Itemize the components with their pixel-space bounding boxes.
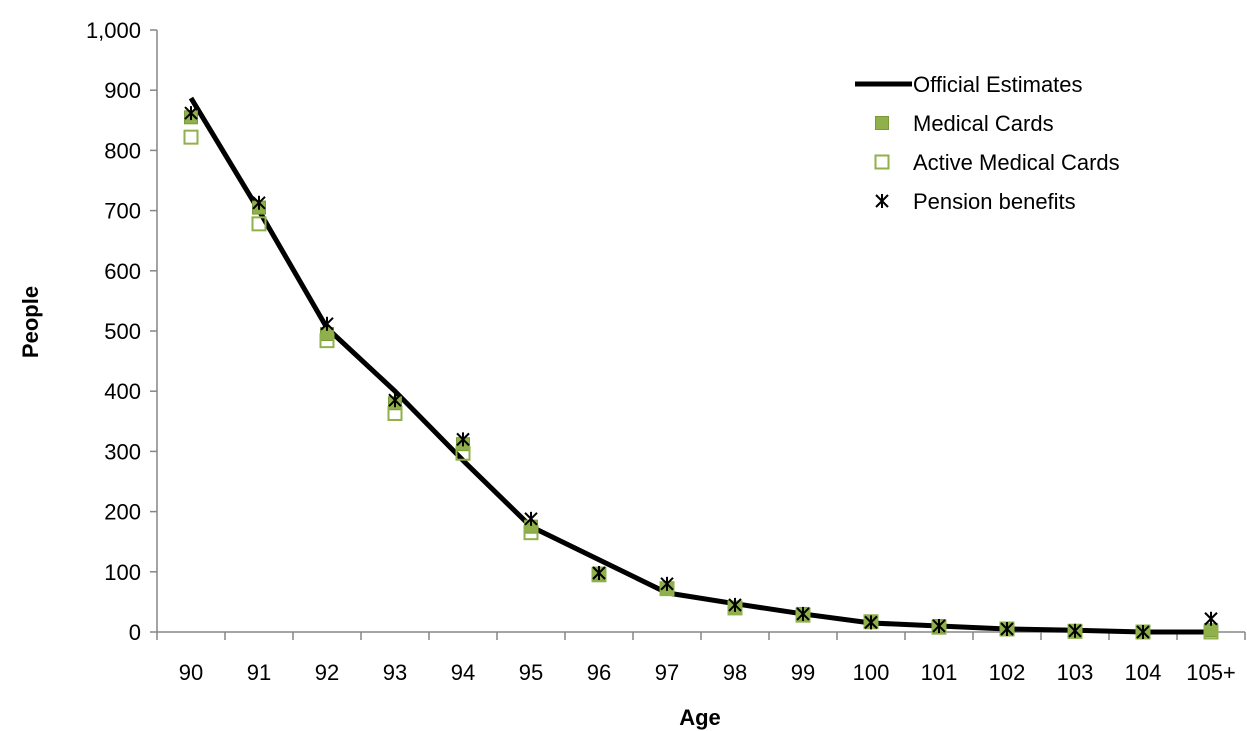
y-tick-label: 500 bbox=[104, 319, 141, 344]
x-tick-label: 100 bbox=[853, 660, 890, 685]
point-active-medical-cards bbox=[455, 445, 471, 461]
x-axis: 90 91 92 93 94 95 96 97 98 99 100 101 102 103 104 105+ bbox=[156, 631, 1246, 685]
point-pension-benefits bbox=[320, 316, 334, 331]
y-tick-label: 800 bbox=[104, 138, 141, 163]
x-tick-label: 101 bbox=[921, 660, 958, 685]
y-tick-label: 700 bbox=[104, 199, 141, 224]
x-tick-label: 97 bbox=[655, 660, 679, 685]
point-active-medical-cards bbox=[319, 333, 335, 349]
legend-swatch-pension-benefits bbox=[875, 194, 889, 208]
y-tick-label: 900 bbox=[104, 78, 141, 103]
point-pension-benefits bbox=[456, 432, 470, 447]
x-tick-label: 98 bbox=[723, 660, 747, 685]
x-tick-label: 92 bbox=[315, 660, 339, 685]
point-pension-benefits bbox=[1136, 625, 1150, 639]
point-pension-benefits bbox=[388, 393, 402, 408]
legend-swatch-active-medical-cards bbox=[874, 154, 890, 170]
point-pension-benefits bbox=[1204, 611, 1218, 626]
x-tick-label: 102 bbox=[989, 660, 1026, 685]
legend-swatch-medical-cards bbox=[875, 116, 889, 130]
legend-label-official-estimates: Official Estimates bbox=[913, 72, 1083, 97]
x-axis-title: Age bbox=[679, 705, 721, 730]
point-pension-benefits bbox=[524, 511, 538, 526]
y-tick-label: 400 bbox=[104, 379, 141, 404]
point-pension-benefits bbox=[660, 576, 674, 591]
y-axis-title: People bbox=[18, 286, 43, 358]
x-tick-label: 95 bbox=[519, 660, 543, 685]
x-tick-label: 96 bbox=[587, 660, 611, 685]
series-line-official-estimates bbox=[188, 96, 1211, 635]
point-pension-benefits bbox=[932, 618, 946, 633]
y-tick-label: 600 bbox=[104, 259, 141, 284]
point-active-medical-cards bbox=[183, 129, 199, 145]
y-tick-label: 1,000 bbox=[86, 18, 141, 43]
point-pension-benefits bbox=[796, 606, 810, 621]
x-tick-label: 93 bbox=[383, 660, 407, 685]
x-tick-label: 99 bbox=[791, 660, 815, 685]
y-axis: 0 100 200 300 400 500 600 700 800 900 1,000 bbox=[86, 18, 158, 645]
legend-label-active-medical-cards: Active Medical Cards bbox=[913, 150, 1120, 175]
y-tick-label: 200 bbox=[104, 500, 141, 525]
point-pension-benefits bbox=[1000, 621, 1014, 636]
series-official-estimates bbox=[188, 96, 1211, 635]
x-tick-label: 94 bbox=[451, 660, 475, 685]
point-active-medical-cards bbox=[523, 525, 539, 541]
series-pension-benefits bbox=[184, 106, 1218, 639]
y-tick-label: 0 bbox=[129, 620, 141, 645]
x-tick-label: 105+ bbox=[1186, 660, 1236, 685]
x-tick-label: 90 bbox=[179, 660, 203, 685]
legend: Official Estimates Medical Cards Active Me… bbox=[855, 72, 1120, 214]
point-pension-benefits bbox=[592, 566, 606, 581]
y-tick-label: 100 bbox=[104, 560, 141, 585]
point-pension-benefits bbox=[864, 615, 878, 630]
point-pension-benefits bbox=[184, 106, 198, 121]
x-tick-label: 91 bbox=[247, 660, 271, 685]
x-tick-label: 104 bbox=[1125, 660, 1162, 685]
point-active-medical-cards bbox=[251, 216, 267, 232]
point-pension-benefits bbox=[728, 597, 742, 612]
point-pension-benefits bbox=[252, 195, 266, 210]
legend-label-medical-cards: Medical Cards bbox=[913, 111, 1054, 136]
x-tick-label: 103 bbox=[1057, 660, 1094, 685]
plot-area bbox=[183, 96, 1219, 640]
point-pension-benefits bbox=[1068, 623, 1082, 638]
y-tick-label: 300 bbox=[104, 439, 141, 464]
legend-label-pension-benefits: Pension benefits bbox=[913, 189, 1076, 214]
